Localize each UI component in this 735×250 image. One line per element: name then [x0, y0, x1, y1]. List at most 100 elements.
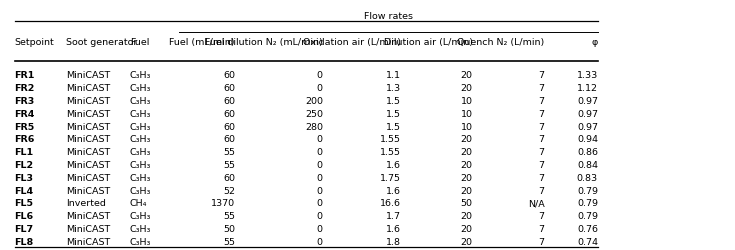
Text: 0.79: 0.79	[577, 186, 598, 195]
Text: 7: 7	[539, 122, 545, 131]
Text: 1.33: 1.33	[577, 71, 598, 80]
Text: Flow rates: Flow rates	[364, 12, 413, 21]
Text: 20: 20	[461, 135, 473, 144]
Text: 16.6: 16.6	[380, 198, 401, 207]
Text: 60: 60	[223, 173, 235, 182]
Text: C₃H₃: C₃H₃	[130, 160, 151, 169]
Text: C₃H₃: C₃H₃	[130, 71, 151, 80]
Text: 0: 0	[317, 198, 323, 207]
Text: C₃H₃: C₃H₃	[130, 224, 151, 233]
Text: FL4: FL4	[15, 186, 34, 195]
Text: 1370: 1370	[211, 198, 235, 207]
Text: 1.1: 1.1	[386, 71, 401, 80]
Text: C₃H₃: C₃H₃	[130, 186, 151, 195]
Text: Oxidation air (L/min): Oxidation air (L/min)	[303, 38, 401, 47]
Text: 7: 7	[539, 71, 545, 80]
Text: 250: 250	[305, 109, 323, 118]
Text: FR2: FR2	[15, 84, 35, 93]
Text: 1.55: 1.55	[380, 135, 401, 144]
Text: C₃H₃: C₃H₃	[130, 173, 151, 182]
Text: 0: 0	[317, 237, 323, 246]
Text: 55: 55	[223, 160, 235, 169]
Text: 1.8: 1.8	[386, 237, 401, 246]
Text: 7: 7	[539, 173, 545, 182]
Text: 0.79: 0.79	[577, 198, 598, 207]
Text: 10: 10	[461, 122, 473, 131]
Text: 50: 50	[461, 198, 473, 207]
Text: C₃H₃: C₃H₃	[130, 148, 151, 156]
Text: C₃H₃: C₃H₃	[130, 122, 151, 131]
Text: 20: 20	[461, 211, 473, 220]
Text: 7: 7	[539, 237, 545, 246]
Text: MiniCAST: MiniCAST	[66, 122, 111, 131]
Text: C₃H₃: C₃H₃	[130, 135, 151, 144]
Text: 0.83: 0.83	[577, 173, 598, 182]
Text: Fuel (mL/min): Fuel (mL/min)	[170, 38, 235, 47]
Text: MiniCAST: MiniCAST	[66, 96, 111, 106]
Text: 7: 7	[539, 211, 545, 220]
Text: Fuel dilution N₂ (mL/min): Fuel dilution N₂ (mL/min)	[205, 38, 323, 47]
Text: 0.84: 0.84	[577, 160, 598, 169]
Text: CH₄: CH₄	[130, 198, 147, 207]
Text: 20: 20	[461, 224, 473, 233]
Text: 20: 20	[461, 71, 473, 80]
Text: FL1: FL1	[15, 148, 34, 156]
Text: FL8: FL8	[15, 237, 34, 246]
Text: Setpoint: Setpoint	[15, 38, 54, 47]
Text: Dilution air (L/min): Dilution air (L/min)	[384, 38, 473, 47]
Text: 0: 0	[317, 160, 323, 169]
Text: 60: 60	[223, 71, 235, 80]
Text: FL3: FL3	[15, 173, 34, 182]
Text: 7: 7	[539, 135, 545, 144]
Text: C₃H₃: C₃H₃	[130, 109, 151, 118]
Text: 0: 0	[317, 148, 323, 156]
Text: MiniCAST: MiniCAST	[66, 84, 111, 93]
Text: 10: 10	[461, 96, 473, 106]
Text: MiniCAST: MiniCAST	[66, 109, 111, 118]
Text: 20: 20	[461, 148, 473, 156]
Text: 0: 0	[317, 84, 323, 93]
Text: 20: 20	[461, 186, 473, 195]
Text: FL5: FL5	[15, 198, 34, 207]
Text: Quench N₂ (L/min): Quench N₂ (L/min)	[457, 38, 545, 47]
Text: C₃H₃: C₃H₃	[130, 211, 151, 220]
Text: C₃H₃: C₃H₃	[130, 96, 151, 106]
Text: 0: 0	[317, 71, 323, 80]
Text: 0.76: 0.76	[577, 224, 598, 233]
Text: FL6: FL6	[15, 211, 34, 220]
Text: 0.86: 0.86	[577, 148, 598, 156]
Text: 1.5: 1.5	[386, 96, 401, 106]
Text: FL7: FL7	[15, 224, 34, 233]
Text: 0: 0	[317, 135, 323, 144]
Text: FL2: FL2	[15, 160, 34, 169]
Text: 55: 55	[223, 148, 235, 156]
Text: 7: 7	[539, 84, 545, 93]
Text: φ: φ	[592, 38, 598, 47]
Text: 200: 200	[305, 96, 323, 106]
Text: Fuel: Fuel	[130, 38, 149, 47]
Text: MiniCAST: MiniCAST	[66, 135, 111, 144]
Text: 0: 0	[317, 224, 323, 233]
Text: FR5: FR5	[15, 122, 35, 131]
Text: MiniCAST: MiniCAST	[66, 173, 111, 182]
Text: MiniCAST: MiniCAST	[66, 237, 111, 246]
Text: 52: 52	[223, 186, 235, 195]
Text: 0.97: 0.97	[577, 96, 598, 106]
Text: N/A: N/A	[528, 198, 545, 207]
Text: MiniCAST: MiniCAST	[66, 211, 111, 220]
Text: 55: 55	[223, 211, 235, 220]
Text: 1.3: 1.3	[386, 84, 401, 93]
Text: 0.97: 0.97	[577, 109, 598, 118]
Text: 7: 7	[539, 109, 545, 118]
Text: C₃H₃: C₃H₃	[130, 237, 151, 246]
Text: MiniCAST: MiniCAST	[66, 71, 111, 80]
Text: 0.94: 0.94	[577, 135, 598, 144]
Text: 1.5: 1.5	[386, 122, 401, 131]
Text: 7: 7	[539, 148, 545, 156]
Text: FR6: FR6	[15, 135, 35, 144]
Text: Inverted: Inverted	[66, 198, 107, 207]
Text: 7: 7	[539, 186, 545, 195]
Text: 0: 0	[317, 186, 323, 195]
Text: FR3: FR3	[15, 96, 35, 106]
Text: 20: 20	[461, 237, 473, 246]
